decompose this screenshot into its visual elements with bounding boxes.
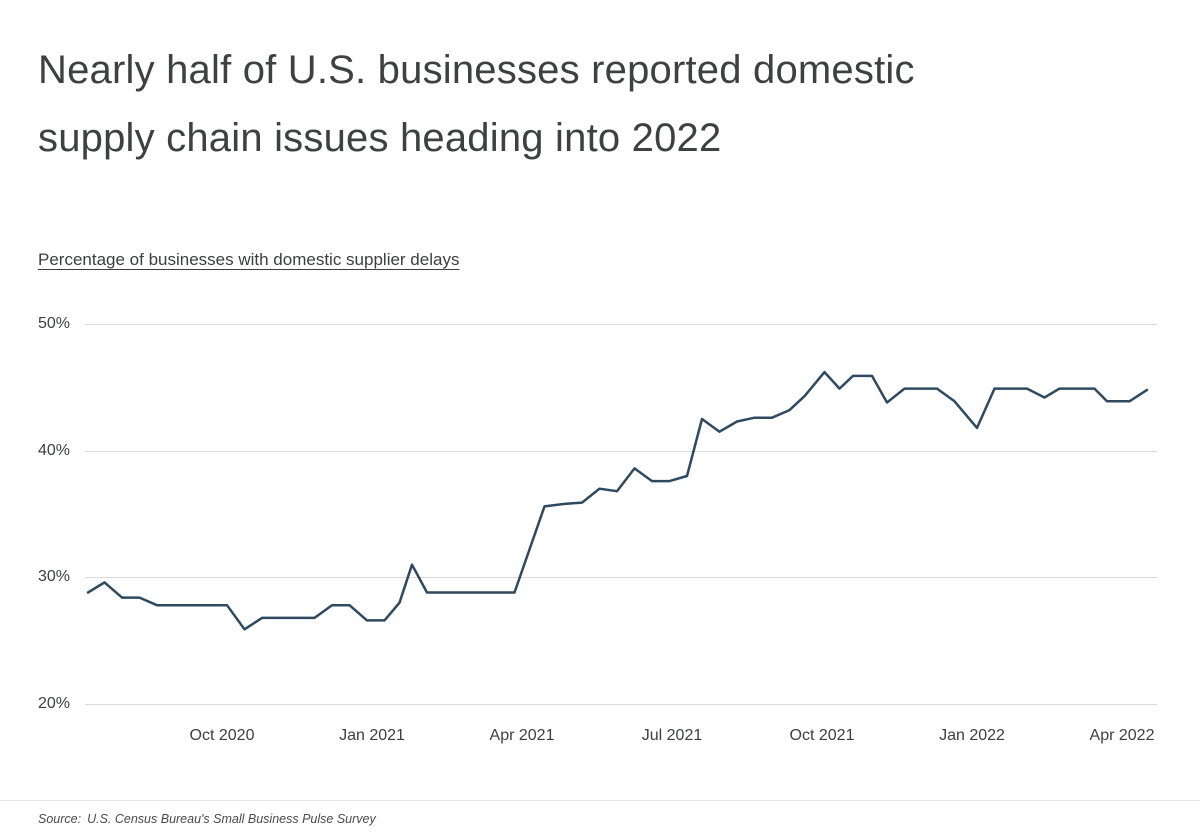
gridline-20 xyxy=(85,704,1157,705)
y-axis-label-30: 30% xyxy=(38,568,71,586)
gridline-50 xyxy=(85,324,1157,325)
y-axis-label-50: 50% xyxy=(38,315,71,332)
plot-area xyxy=(86,370,1149,631)
x-axis-label-jan-2021: Jan 2021 xyxy=(339,727,405,744)
trend-line xyxy=(86,370,1149,631)
y-axis-label-40: 40% xyxy=(38,441,71,459)
source-text: U.S. Census Bureau's Small Business Puls… xyxy=(87,812,376,826)
footer-divider xyxy=(0,800,1200,801)
x-axis-label-oct-2021: Oct 2021 xyxy=(789,727,855,744)
x-axis-label-oct-2020: Oct 2020 xyxy=(189,727,255,744)
chart-title-line-1: Nearly half of U.S. businesses reported … xyxy=(38,48,915,92)
x-axis-label-apr-2021: Apr 2021 xyxy=(489,727,555,744)
gridline-40 xyxy=(85,450,1157,452)
chart-title-line-2: supply chain issues heading into 2022 xyxy=(38,116,722,160)
x-axis-label-jul-2021: Jul 2021 xyxy=(641,727,703,744)
y-axis-label-20: 20% xyxy=(38,695,71,712)
source-label: Source: xyxy=(38,812,82,826)
chart-subtitle: Percentage of businesses with domestic s… xyxy=(38,250,460,269)
gridline-30 xyxy=(85,577,1157,579)
x-axis-label-apr-2022: Apr 2022 xyxy=(1089,727,1155,744)
source-note: Source: U.S. Census Bureau's Small Busine… xyxy=(38,812,376,826)
x-axis-label-jan-2022: Jan 2022 xyxy=(939,727,1005,744)
chart-title: Nearly half of U.S. businesses reported … xyxy=(38,36,1178,172)
